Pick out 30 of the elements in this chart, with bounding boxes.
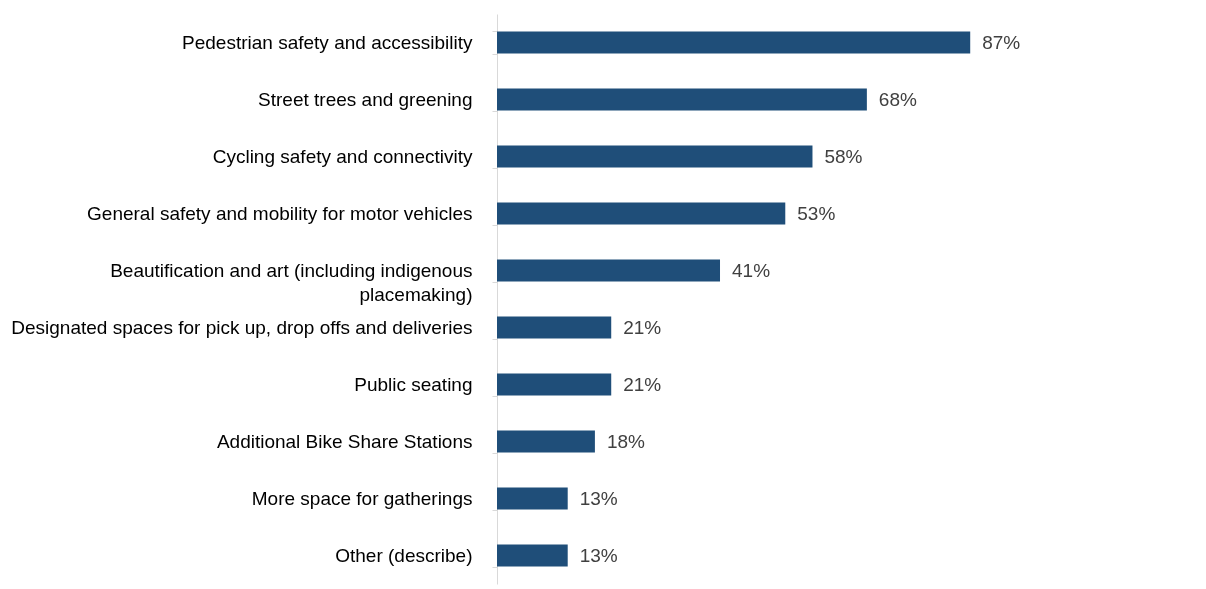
data-label: 21% [623, 316, 662, 338]
data-label: 53% [797, 202, 836, 224]
bar [497, 88, 867, 111]
bar [497, 373, 612, 396]
y-tick-label: Public seating [354, 374, 473, 395]
data-label: 13% [579, 544, 618, 566]
y-tick-label: More space for gatherings [251, 488, 473, 509]
y-tick-label: Designated spaces for pick up, drop offs and deliveries [11, 317, 473, 338]
data-label: 13% [579, 487, 618, 509]
y-tick-label: General safety and mobility for motor vehicles [87, 203, 473, 224]
bar [497, 31, 971, 54]
data-label: 18% [606, 430, 646, 452]
bar [497, 145, 813, 168]
data-label: 68% [878, 88, 917, 110]
y-tick-label: Pedestrian safety and accessibility [182, 32, 473, 53]
bar [497, 259, 721, 282]
data-label: 41% [732, 259, 771, 281]
y-tick-label: Additional Bike Share Stations [216, 431, 473, 452]
data-label: 58% [824, 145, 863, 167]
y-tick-label: Cycling safety and connectivity [212, 146, 473, 167]
bar [497, 430, 595, 453]
y-tick-label: Other (describe) [335, 545, 473, 566]
data-label: 21% [623, 373, 662, 395]
bar [497, 487, 568, 510]
bar [497, 316, 612, 339]
y-tick-label: Street trees and greening [258, 89, 473, 110]
y-tick-label: Beautification and art (including indigenous placemaking) [110, 260, 473, 305]
data-label: 87% [982, 31, 1021, 53]
bar [497, 202, 786, 225]
bar [497, 544, 568, 567]
